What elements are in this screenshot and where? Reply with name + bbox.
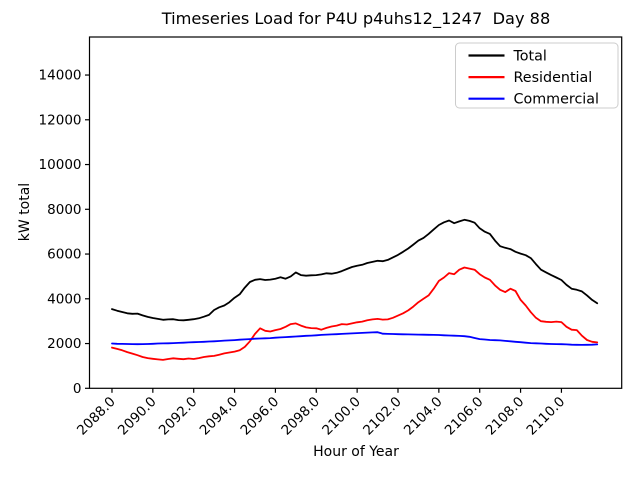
y-axis-label: kW total <box>17 182 33 242</box>
x-tick-label: 2104.0 <box>401 394 446 439</box>
x-tick-label: 2098.0 <box>278 394 323 439</box>
legend-entry-label-commercial: Commercial <box>514 92 600 108</box>
series-line-residential <box>111 266 599 361</box>
y-tick-label: 2000 <box>47 336 81 352</box>
x-tick-label: 2092.0 <box>156 394 201 439</box>
x-tick-label: 2088.0 <box>74 394 119 439</box>
y-tick-label: 8000 <box>47 202 81 218</box>
legend-box <box>455 42 619 109</box>
x-tick-label: 2108.0 <box>483 394 528 439</box>
y-tick-label: 4000 <box>47 291 81 307</box>
x-tick-label: 2110.0 <box>524 394 569 439</box>
axes-frame <box>88 36 623 389</box>
x-tick-label: 2094.0 <box>197 394 242 439</box>
y-tick-label: 12000 <box>39 112 82 128</box>
x-tick-label: 2100.0 <box>319 394 364 439</box>
series-line-total <box>111 218 599 322</box>
y-tick-label: 14000 <box>39 68 82 84</box>
x-tick-label: 2102.0 <box>360 394 405 439</box>
x-tick-label: 2096.0 <box>238 394 283 439</box>
y-tick-label: 6000 <box>47 247 81 263</box>
y-tick-label: 10000 <box>39 157 82 173</box>
x-axis-label: Hour of Year <box>313 444 399 460</box>
x-tick-label: 2106.0 <box>442 394 487 439</box>
series-line-commercial <box>111 331 599 346</box>
x-tick-label: 2090.0 <box>115 394 160 439</box>
legend-entry-label-residential: Residential <box>514 70 593 86</box>
chart-title: Timeseries Load for P4U p4uhs12_1247 Day… <box>161 9 551 28</box>
y-tick-label: 0 <box>73 381 82 397</box>
legend-entry-label-total: Total <box>513 49 547 65</box>
